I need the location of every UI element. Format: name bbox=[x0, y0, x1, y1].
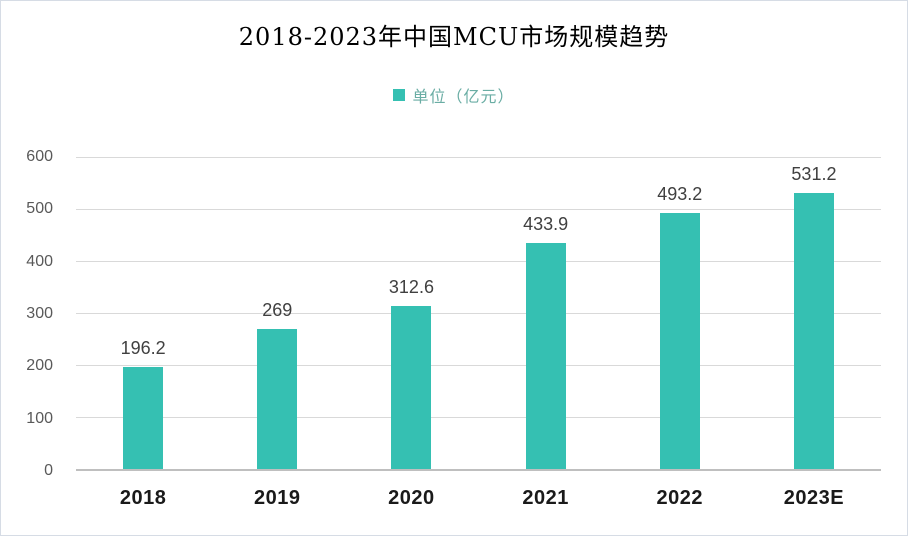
gridline bbox=[76, 157, 881, 158]
bar-value-label: 196.2 bbox=[120, 337, 166, 358]
gridline bbox=[76, 417, 881, 418]
bar bbox=[391, 306, 432, 469]
bar bbox=[525, 243, 566, 469]
bar-value-label: 312.6 bbox=[388, 277, 434, 298]
y-axis-tick-label: 200 bbox=[26, 357, 53, 375]
x-axis-tick-label: 2018 bbox=[119, 487, 167, 509]
bar-slot: 196.2 bbox=[76, 157, 210, 469]
gridline bbox=[76, 261, 881, 262]
bar-slot: 531.2 bbox=[747, 157, 881, 469]
bar-value-label: 531.2 bbox=[791, 163, 837, 184]
y-axis-tick-label: 100 bbox=[26, 409, 53, 427]
bars: 196.2 269 312.6 433.9 493.2 531.2 bbox=[76, 157, 881, 469]
legend: 单位（亿元） bbox=[1, 83, 907, 107]
x-axis-tick-label: 2023E bbox=[783, 487, 845, 509]
x-axis-tick-label: 2019 bbox=[254, 487, 301, 509]
x-axis-tick-label: 2020 bbox=[388, 487, 435, 509]
bar-value-label: 493.2 bbox=[657, 183, 703, 204]
y-axis-labels: 0 100 200 300 400 500 600 bbox=[1, 149, 65, 479]
gridline bbox=[76, 365, 881, 366]
bar-slot: 493.2 bbox=[613, 157, 747, 469]
x-axis-tick-label: 2021 bbox=[522, 487, 569, 509]
bar-value-label: 433.9 bbox=[523, 214, 569, 235]
bar-slot: 312.6 bbox=[344, 157, 478, 469]
gridline bbox=[76, 313, 881, 314]
legend-label: 单位（亿元） bbox=[412, 89, 515, 106]
bar bbox=[793, 192, 834, 469]
y-axis-tick-label: 500 bbox=[26, 200, 53, 218]
x-axis-tick-label: 2022 bbox=[656, 487, 704, 509]
y-axis-tick-label: 300 bbox=[26, 305, 53, 322]
bar-slot: 269 bbox=[210, 157, 344, 469]
chart-title: 2018-2023年中国MCU市场规模趋势 bbox=[238, 23, 670, 51]
y-axis-tick-label: 400 bbox=[26, 252, 53, 270]
bar-slot: 433.9 bbox=[479, 157, 613, 469]
bar bbox=[659, 212, 700, 469]
y-axis-tick-label: 600 bbox=[26, 148, 53, 165]
legend-marker-icon bbox=[393, 89, 406, 101]
y-axis-tick-label: 0 bbox=[44, 462, 53, 479]
plot-area: 196.2 269 312.6 433.9 493.2 531.2 bbox=[76, 157, 881, 471]
bar bbox=[257, 329, 298, 469]
x-axis-labels: 2018 2019 2020 2021 2022 2023E bbox=[76, 487, 881, 510]
gridline bbox=[76, 209, 881, 210]
bar-value-label: 269 bbox=[262, 300, 293, 321]
bar bbox=[123, 366, 164, 469]
